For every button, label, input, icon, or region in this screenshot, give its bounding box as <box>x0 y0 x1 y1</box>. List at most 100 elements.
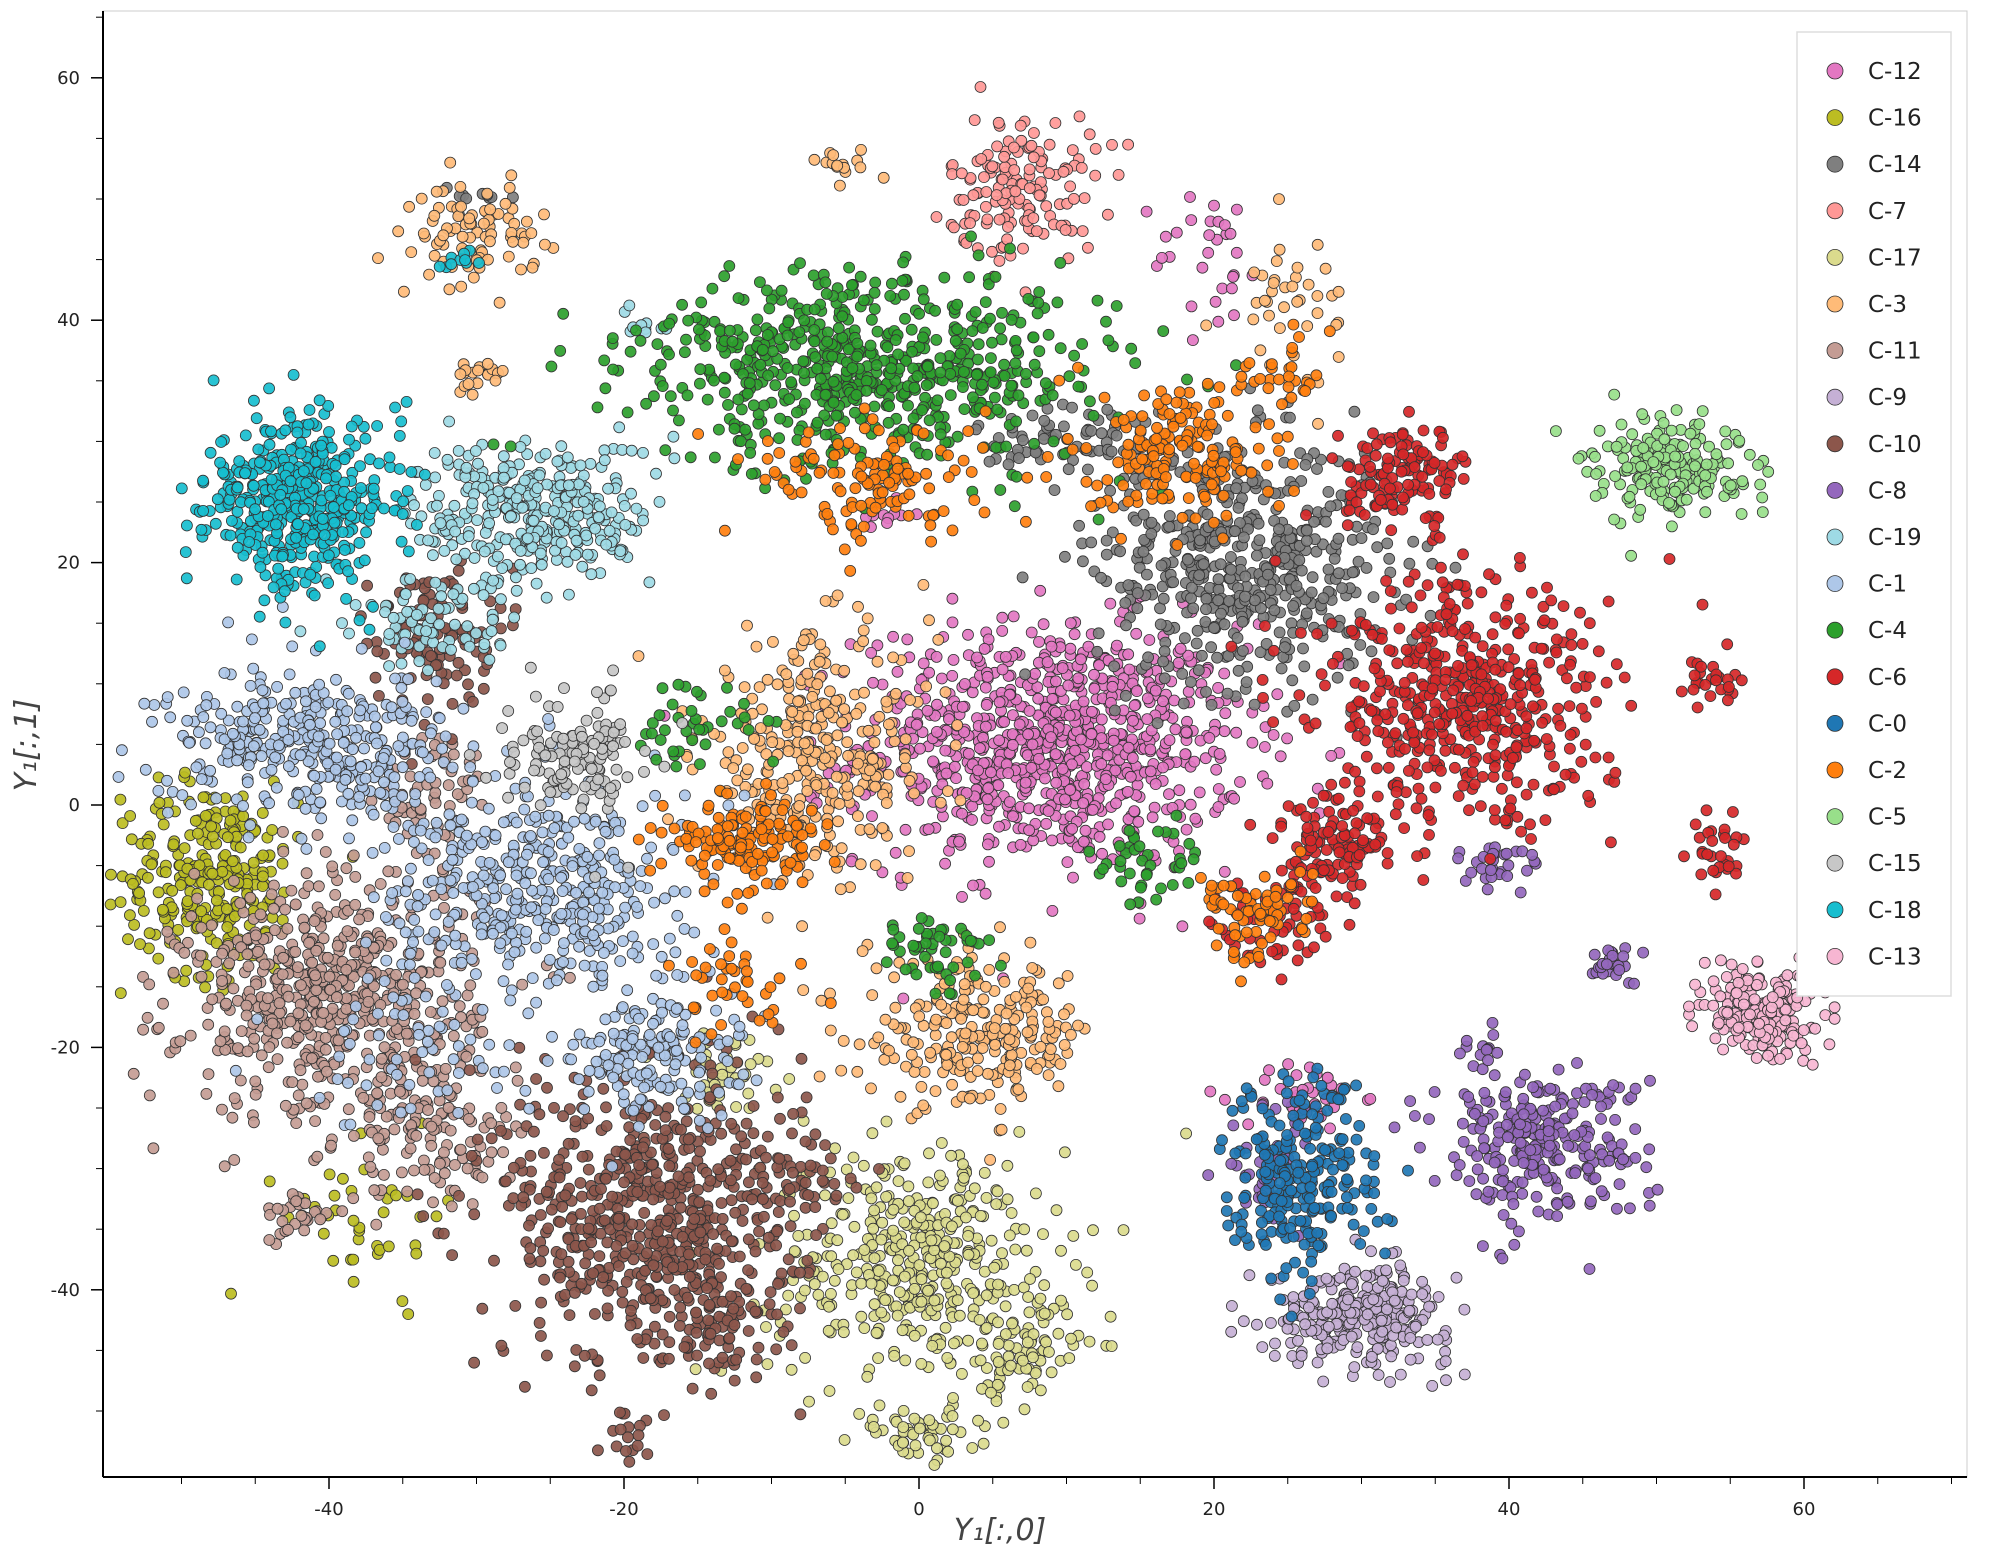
data-point <box>174 1035 187 1048</box>
data-point <box>761 1130 774 1143</box>
data-point <box>979 887 992 900</box>
data-point <box>1376 1325 1389 1338</box>
data-point <box>809 849 821 862</box>
data-point <box>202 878 215 891</box>
data-point <box>972 764 984 777</box>
data-point <box>569 1287 581 1299</box>
data-point <box>985 1234 998 1247</box>
data-point <box>380 1110 393 1123</box>
data-point <box>682 1171 695 1184</box>
data-point <box>898 752 911 765</box>
data-point <box>957 1158 969 1171</box>
data-point <box>340 862 353 875</box>
data-point <box>442 779 455 791</box>
data-point <box>772 1206 785 1218</box>
data-point <box>336 1205 349 1218</box>
data-point <box>294 1064 307 1077</box>
data-point <box>1354 639 1367 651</box>
data-point <box>1085 728 1098 740</box>
data-point <box>191 892 204 905</box>
data-point <box>922 823 935 836</box>
data-point <box>822 1324 835 1337</box>
data-point <box>200 1088 213 1100</box>
data-point <box>189 814 202 827</box>
data-point <box>153 796 166 809</box>
data-point <box>905 1048 918 1061</box>
data-point <box>1450 1271 1463 1284</box>
data-point <box>1105 445 1118 458</box>
data-point <box>1298 660 1311 673</box>
data-point <box>1365 645 1378 658</box>
data-point <box>202 1018 215 1031</box>
data-point <box>1042 1069 1055 1081</box>
data-point <box>161 925 174 938</box>
data-point <box>782 1289 795 1302</box>
data-point <box>774 1112 786 1125</box>
data-point <box>865 1082 877 1095</box>
data-point <box>378 1041 391 1054</box>
data-point <box>1148 801 1161 814</box>
data-point <box>1288 700 1301 712</box>
data-point <box>1058 420 1070 433</box>
data-point <box>836 716 848 729</box>
data-point <box>1345 1330 1358 1343</box>
data-point <box>903 1195 915 1207</box>
data-point <box>1126 752 1139 764</box>
data-point <box>114 896 127 908</box>
data-point <box>940 1266 953 1279</box>
data-point <box>707 1228 719 1240</box>
data-point <box>1001 1159 1014 1172</box>
data-point <box>616 1285 629 1298</box>
data-point <box>946 1410 959 1422</box>
data-point <box>1046 693 1059 705</box>
data-point <box>1180 823 1193 836</box>
data-point <box>1120 619 1132 632</box>
data-point <box>848 1220 861 1233</box>
data-point <box>539 238 551 251</box>
data-point <box>188 867 201 880</box>
data-point <box>983 964 996 976</box>
data-point <box>1018 1403 1031 1416</box>
data-point <box>476 1025 489 1038</box>
data-point <box>1019 776 1032 789</box>
data-point <box>507 1161 520 1174</box>
data-point <box>767 636 779 648</box>
data-point <box>915 1358 928 1370</box>
data-point <box>1174 642 1187 655</box>
data-point <box>1050 675 1062 688</box>
data-point <box>1269 1337 1281 1350</box>
data-point <box>1083 1335 1096 1348</box>
data-point <box>402 1308 415 1320</box>
data-point <box>330 991 343 1004</box>
data-point <box>1075 733 1087 746</box>
data-point <box>1017 1354 1029 1367</box>
data-point <box>659 1110 672 1123</box>
data-point <box>205 820 218 833</box>
data-point <box>879 1294 892 1306</box>
data-point <box>228 1092 241 1104</box>
data-point <box>908 787 920 800</box>
data-point <box>996 625 1009 637</box>
data-point <box>995 1123 1008 1136</box>
data-point <box>1157 761 1169 774</box>
data-point <box>1367 523 1379 536</box>
data-point <box>1227 270 1239 283</box>
data-point <box>489 374 502 387</box>
data-point <box>847 1249 859 1262</box>
data-point <box>1013 718 1026 731</box>
data-point <box>1324 1122 1336 1135</box>
data-point <box>444 156 457 169</box>
data-point <box>976 1042 989 1054</box>
data-point <box>448 1159 461 1171</box>
data-point <box>1003 1033 1016 1046</box>
data-point <box>872 1265 885 1277</box>
data-point <box>218 1160 231 1173</box>
data-point <box>1023 824 1035 837</box>
data-point <box>1223 595 1235 607</box>
data-point <box>1038 414 1051 427</box>
data-point <box>926 1340 939 1352</box>
data-point <box>404 1142 417 1155</box>
data-point <box>1092 627 1105 640</box>
data-point <box>585 1384 598 1397</box>
data-point <box>868 736 881 749</box>
